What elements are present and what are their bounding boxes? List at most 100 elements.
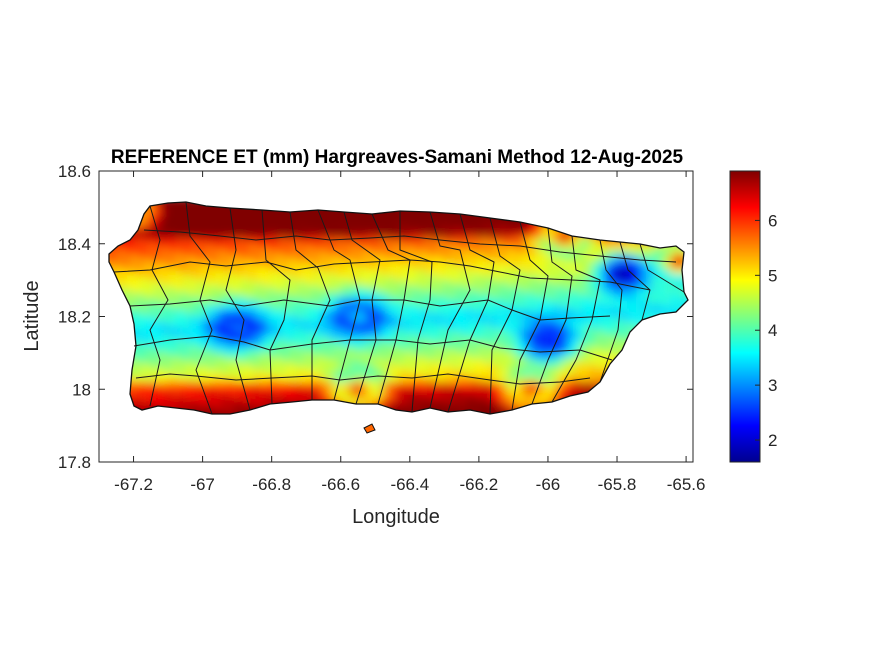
et-cell <box>208 250 215 257</box>
et-cell <box>382 376 389 383</box>
et-cell <box>448 322 455 329</box>
et-cell <box>358 280 365 287</box>
et-cell <box>538 298 545 305</box>
et-cell <box>154 304 161 311</box>
et-cell <box>586 340 593 347</box>
et-cell <box>424 214 431 221</box>
et-cell <box>316 214 323 221</box>
et-cell <box>466 268 473 275</box>
et-cell <box>154 202 161 209</box>
et-cell <box>388 310 395 317</box>
et-cell <box>670 280 677 287</box>
et-cell <box>508 238 515 245</box>
et-cell <box>490 358 497 365</box>
et-cell <box>178 268 185 275</box>
et-cell <box>382 238 389 245</box>
et-cell <box>436 304 443 311</box>
et-cell <box>256 310 263 317</box>
et-cell <box>388 334 395 341</box>
et-cell <box>430 214 437 221</box>
et-cell <box>280 298 287 305</box>
et-cell <box>556 238 563 245</box>
et-cell <box>190 322 197 329</box>
et-cell <box>244 310 251 317</box>
et-cell <box>208 304 215 311</box>
et-cell <box>496 304 503 311</box>
et-cell <box>574 298 581 305</box>
et-cell <box>142 346 149 353</box>
et-cell <box>664 262 671 269</box>
et-cell <box>304 292 311 299</box>
et-cell <box>460 346 467 353</box>
et-cell <box>208 322 215 329</box>
et-cell <box>418 226 425 233</box>
et-cell <box>652 292 659 299</box>
et-cell <box>352 250 359 257</box>
et-cell <box>562 238 569 245</box>
et-cell <box>454 352 461 359</box>
et-cell <box>508 358 515 365</box>
et-cell <box>382 382 389 389</box>
et-cell <box>412 244 419 251</box>
municipality-boundary <box>489 217 521 415</box>
et-cell <box>502 364 509 371</box>
et-cell <box>196 400 203 407</box>
et-cell <box>604 328 611 335</box>
et-cell <box>556 274 563 281</box>
et-cell <box>604 244 611 251</box>
et-cell <box>364 226 371 233</box>
et-cell <box>226 214 233 221</box>
et-cell <box>190 352 197 359</box>
et-cell <box>448 316 455 323</box>
et-cell <box>316 316 323 323</box>
et-cell <box>478 334 485 341</box>
et-cell <box>208 334 215 341</box>
et-cell <box>424 382 431 389</box>
et-cell <box>526 370 533 377</box>
et-cell <box>424 292 431 299</box>
et-cell <box>190 304 197 311</box>
et-cell <box>496 406 503 413</box>
et-cell <box>382 370 389 377</box>
et-cell <box>568 340 575 347</box>
et-cell <box>316 370 323 377</box>
et-cell <box>382 274 389 281</box>
et-cell <box>394 376 401 383</box>
et-cell <box>472 340 479 347</box>
et-cell <box>244 232 251 239</box>
et-cell <box>358 358 365 365</box>
et-cell <box>508 268 515 275</box>
et-cell <box>664 274 671 281</box>
et-cell <box>310 256 317 263</box>
et-cell <box>550 364 557 371</box>
et-cell <box>364 340 371 347</box>
et-cell <box>586 358 593 365</box>
municipality-boundary <box>639 243 685 293</box>
et-cell <box>574 268 581 275</box>
et-cell <box>538 340 545 347</box>
et-cell <box>292 256 299 263</box>
et-cell <box>592 310 599 317</box>
et-cell <box>256 334 263 341</box>
et-cell <box>196 388 203 395</box>
et-cell <box>448 328 455 335</box>
et-cell <box>508 220 515 227</box>
et-cell <box>580 286 587 293</box>
et-cell <box>340 328 347 335</box>
et-cell <box>160 220 167 227</box>
et-cell <box>346 370 353 377</box>
et-cell <box>142 280 149 287</box>
et-cell <box>280 376 287 383</box>
et-cell <box>298 262 305 269</box>
et-cell <box>526 352 533 359</box>
et-cell <box>256 292 263 299</box>
et-cell <box>514 274 521 281</box>
et-cell <box>208 316 215 323</box>
et-cell <box>322 286 329 293</box>
et-cell <box>346 304 353 311</box>
et-cell <box>136 226 143 233</box>
et-cell <box>340 370 347 377</box>
et-cell <box>412 394 419 401</box>
et-cell <box>172 268 179 275</box>
et-cell <box>304 250 311 257</box>
